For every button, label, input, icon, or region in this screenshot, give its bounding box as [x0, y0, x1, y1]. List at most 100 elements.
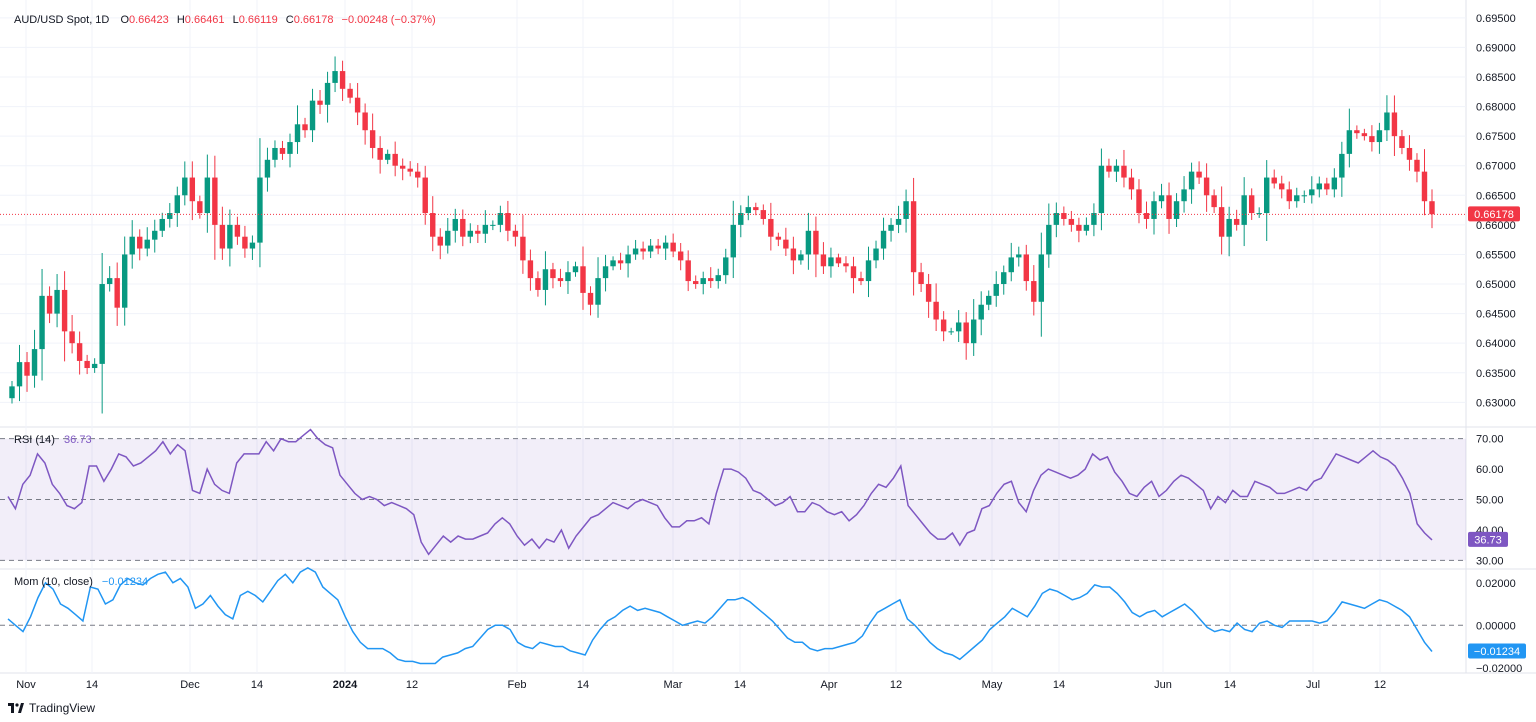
candle-body	[1361, 133, 1368, 137]
candle-body	[302, 124, 308, 131]
candle	[197, 195, 203, 219]
candle	[490, 220, 496, 231]
rsi-tick-label: 30.00	[1476, 555, 1504, 567]
candle	[54, 274, 60, 328]
brand-name: TradingView	[29, 701, 96, 715]
candle-body	[1211, 195, 1217, 208]
candle	[1046, 203, 1052, 268]
candle	[565, 261, 571, 294]
candle	[249, 235, 256, 260]
candles	[9, 56, 1435, 414]
candle-body	[850, 266, 857, 279]
candle	[384, 149, 391, 165]
candle-body	[1294, 195, 1300, 202]
candle-body	[54, 289, 60, 314]
candle-body	[144, 239, 150, 249]
candle-body	[76, 343, 83, 361]
candle-body	[61, 289, 68, 332]
candle	[1226, 206, 1232, 257]
candle-body	[39, 295, 45, 350]
candle	[497, 205, 504, 233]
candle	[978, 291, 984, 336]
candle	[324, 71, 331, 123]
candle-body	[264, 159, 271, 178]
candle-body	[1271, 177, 1277, 184]
price-tick-label: 0.63000	[1476, 397, 1516, 409]
candle	[16, 344, 23, 402]
candle-body	[219, 224, 226, 249]
candle	[993, 271, 999, 307]
candle-body	[460, 218, 466, 237]
candle-body	[1218, 207, 1225, 237]
candle	[730, 200, 736, 279]
candle-body	[1143, 213, 1150, 219]
candle	[302, 117, 308, 138]
candle	[542, 251, 549, 306]
momentum-tick-label: 0.00000	[1476, 620, 1516, 632]
candle	[715, 268, 721, 289]
candle	[1031, 265, 1037, 316]
candle-body	[738, 213, 744, 225]
candle-body	[655, 245, 661, 249]
candle-body	[99, 284, 105, 364]
candle-body	[730, 224, 736, 258]
candle-body	[903, 201, 909, 219]
candle-body	[1346, 130, 1353, 154]
candle-body	[557, 278, 564, 282]
candle	[1158, 183, 1165, 209]
candle-body	[835, 257, 842, 264]
candle	[903, 189, 909, 233]
candle	[557, 268, 564, 287]
candle	[580, 246, 586, 310]
candle	[1339, 141, 1345, 197]
candle	[865, 246, 872, 298]
candle	[76, 331, 83, 375]
candle	[167, 203, 173, 228]
candle-body	[1076, 224, 1082, 231]
candle-body	[114, 278, 120, 308]
candle	[1406, 135, 1413, 171]
candle-body	[84, 360, 90, 369]
candle-body	[1158, 195, 1165, 202]
rsi-value: 36.73	[64, 434, 92, 446]
candle-body	[1226, 218, 1232, 237]
candle	[1188, 162, 1195, 204]
candle-body	[152, 230, 158, 240]
candle	[407, 161, 413, 177]
candle-body	[1038, 254, 1045, 302]
candle-body	[407, 168, 413, 172]
candle-body	[670, 242, 676, 252]
candle	[294, 105, 301, 154]
rsi-value-tag	[1468, 531, 1508, 547]
candle	[1294, 187, 1300, 208]
candle	[1301, 190, 1307, 203]
candle	[1151, 191, 1157, 235]
momentum-tick-label: −0.02000	[1476, 663, 1522, 675]
x-tick-label: 14	[1053, 679, 1065, 691]
price-tick-label: 0.67500	[1476, 131, 1516, 143]
x-tick-label: Nov	[16, 679, 36, 691]
candle	[602, 254, 609, 292]
candle	[505, 200, 511, 242]
candle-body	[820, 254, 827, 267]
change-value: −0.00248 (−0.37%)	[341, 14, 436, 26]
candle	[1331, 168, 1338, 198]
candle-body	[723, 257, 729, 276]
candle	[1053, 202, 1060, 238]
x-tick-label: 12	[890, 679, 902, 691]
candle	[873, 240, 879, 269]
last-price-label: 0.66178	[1474, 209, 1514, 221]
candle	[1279, 175, 1285, 199]
candle	[813, 216, 819, 278]
candle-body	[1016, 254, 1022, 258]
candle	[1143, 201, 1150, 229]
candle-body	[1181, 189, 1187, 202]
tradingview-logo[interactable]: TradingView	[8, 701, 95, 715]
candle-body	[347, 88, 353, 98]
candle	[362, 103, 368, 145]
price-tick-label: 0.66000	[1476, 220, 1516, 232]
rsi-tick-label: 70.00	[1476, 434, 1504, 446]
candle-body	[955, 322, 962, 332]
